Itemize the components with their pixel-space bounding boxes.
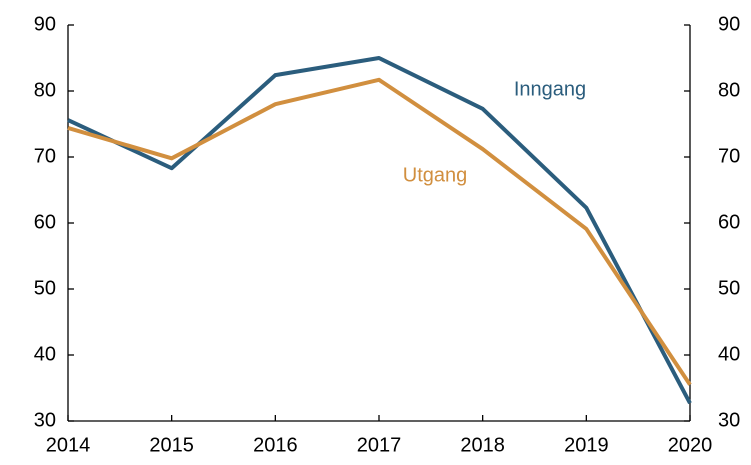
- x-tick-label: 2015: [149, 434, 194, 456]
- x-tick-label: 2018: [460, 434, 505, 456]
- y2-tick-label: 60: [718, 211, 740, 233]
- series-line: [67, 56, 692, 405]
- series-line: [67, 77, 692, 386]
- y-tick-label: 60: [34, 211, 56, 233]
- y-tick-label: 40: [34, 343, 56, 365]
- y-tick-label: 50: [34, 277, 56, 299]
- y-tick-label: 30: [34, 409, 56, 431]
- y-tick-label: 80: [34, 79, 56, 101]
- x-tick-label: 2014: [46, 434, 91, 456]
- series-label: Inngang: [514, 78, 586, 100]
- y2-tick-label: 40: [718, 343, 740, 365]
- x-tick-label: 2016: [253, 434, 298, 456]
- x-tick-label: 2019: [564, 434, 609, 456]
- y2-tick-label: 50: [718, 277, 740, 299]
- y2-tick-label: 70: [718, 145, 740, 167]
- y-tick-label: 70: [34, 145, 56, 167]
- x-tick-label: 2017: [357, 434, 402, 456]
- x-tick-label: 2020: [668, 434, 713, 456]
- series-label: Utgang: [403, 164, 468, 186]
- y2-tick-label: 30: [718, 409, 740, 431]
- y2-tick-label: 80: [718, 79, 740, 101]
- y-tick-label: 90: [34, 13, 56, 35]
- y2-tick-label: 90: [718, 13, 740, 35]
